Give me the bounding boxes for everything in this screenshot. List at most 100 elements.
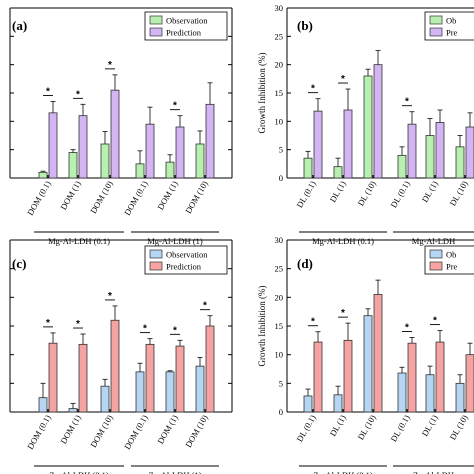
panel-letter: (c): [12, 256, 26, 271]
bar-prediction: [48, 112, 58, 179]
bar-prediction: [435, 122, 445, 179]
x-tick-label: DOM (0.1): [25, 179, 53, 217]
significance-star: *: [143, 324, 147, 335]
chart-panel-3: * *** **DOM (0.1) DOM (1) DOM (10) DOM (0.1) D…: [9, 239, 233, 474]
bar-prediction: [313, 110, 323, 179]
legend-swatch: [429, 27, 443, 37]
x-tick-label: DOM (1): [58, 413, 83, 446]
group-label: Mg-Al-LDH (0.1): [48, 236, 110, 246]
significance-star: *: [173, 325, 177, 336]
x-tick-label: DOM (10): [88, 413, 115, 449]
chart-panel-1: * ***DOM (0.1) DOM (1) DOM (10) DOM (0.1) DOM…: [9, 7, 233, 246]
chart-panel-4: 0 5 10 15 20 25 30 Growth Inhibition (%) * * * * DL …: [257, 235, 474, 474]
significance-star: *: [311, 317, 315, 328]
y-axis-label: Growth Inhibition (%): [257, 286, 267, 367]
x-tick-label: DL (10): [447, 413, 469, 442]
bar-prediction: [343, 339, 353, 413]
significance-star: *: [76, 319, 80, 330]
bar-observation: [333, 166, 343, 179]
bar-prediction: [110, 319, 120, 413]
significance-star: *: [405, 322, 409, 333]
significance-star: *: [46, 318, 50, 329]
y-tick-label: 15: [275, 321, 284, 331]
x-tick-label: DL (1): [328, 413, 348, 438]
bar-prediction: [465, 354, 474, 413]
group-label: Zn-Al-LDH: [413, 470, 454, 474]
x-tick-label: DL (1): [420, 179, 440, 204]
y-tick-label: 25: [275, 31, 284, 41]
bar-prediction: [205, 103, 215, 179]
x-tick-label: DOM (0.1): [122, 413, 150, 451]
bar-observation: [363, 75, 373, 179]
bar-observation: [38, 171, 48, 179]
bar-prediction: [175, 126, 185, 179]
x-tick-label: DL (10): [355, 413, 377, 442]
legend-swatch: [149, 261, 163, 271]
x-tick-label: DOM (1): [155, 413, 180, 446]
bar-prediction: [407, 342, 417, 413]
y-tick-label: 10: [275, 350, 284, 360]
y-tick-label: 30: [275, 235, 284, 245]
y-tick-label: 15: [275, 88, 284, 98]
bar-observation: [195, 365, 205, 413]
bar-observation: [68, 408, 78, 413]
bar-observation: [100, 385, 110, 413]
significance-star: *: [341, 308, 345, 319]
y-tick-label: 20: [275, 292, 284, 302]
bar-observation: [425, 374, 435, 413]
y-axis-label: Growth Inhibition (%): [257, 53, 267, 134]
bar-observation: [455, 146, 465, 179]
x-tick-label: DOM (0.1): [122, 179, 150, 217]
bar-prediction: [373, 64, 383, 179]
x-tick-label: DL (0.1): [388, 413, 411, 444]
significance-star: *: [203, 301, 207, 312]
bar-observation: [38, 397, 48, 413]
y-tick-label: 30: [275, 3, 284, 13]
y-tick-label: 5: [279, 145, 283, 155]
y-tick-label: 0: [279, 173, 283, 183]
bar-observation: [68, 152, 78, 179]
bar-prediction: [205, 325, 215, 413]
group-label: Zn-Al-LDH (1): [148, 470, 201, 474]
y-tick-label: 10: [275, 116, 284, 126]
bar-observation: [363, 315, 373, 413]
significance-star: *: [433, 316, 437, 327]
legend-label: Observation: [166, 16, 208, 26]
bar-prediction: [343, 109, 353, 179]
bar-prediction: [435, 341, 445, 413]
legend-label: Pre: [446, 28, 458, 38]
x-tick-label: DL (0.1): [294, 413, 317, 444]
legend-label: Observation: [166, 250, 208, 260]
legend-swatch: [149, 15, 163, 25]
bar-prediction: [48, 342, 58, 413]
x-tick-label: DOM (1): [58, 179, 83, 212]
significance-star: *: [341, 74, 345, 85]
bar-observation: [303, 157, 313, 179]
y-tick-label: 5: [279, 378, 283, 388]
legend-label: Ob: [446, 16, 456, 26]
legend-swatch: [429, 249, 443, 259]
significance-star: *: [311, 84, 315, 95]
legend: Ob Pre: [424, 245, 474, 275]
bar-observation: [425, 135, 435, 179]
legend-label: Ob: [446, 250, 456, 260]
bar-observation: [135, 163, 145, 179]
x-tick-label: DOM (0.1): [25, 413, 53, 451]
x-tick-label: DL (10): [355, 179, 377, 208]
significance-star: *: [108, 60, 112, 71]
bar-prediction: [175, 345, 185, 413]
bar-prediction: [145, 343, 155, 413]
y-tick-label: 20: [275, 60, 284, 70]
bar-prediction: [407, 123, 417, 179]
legend-swatch: [149, 27, 163, 37]
bar-prediction: [465, 126, 474, 179]
x-tick-label: DL (0.1): [294, 179, 317, 210]
x-tick-label: DOM (10): [88, 179, 115, 215]
legend-swatch: [149, 249, 163, 259]
bar-observation: [397, 372, 407, 413]
x-tick-label: DOM (1): [155, 179, 180, 212]
bar-prediction: [145, 123, 155, 179]
x-tick-label: DL (0.1): [388, 179, 411, 210]
group-label: Mg-Al-LDH (1): [147, 236, 203, 246]
